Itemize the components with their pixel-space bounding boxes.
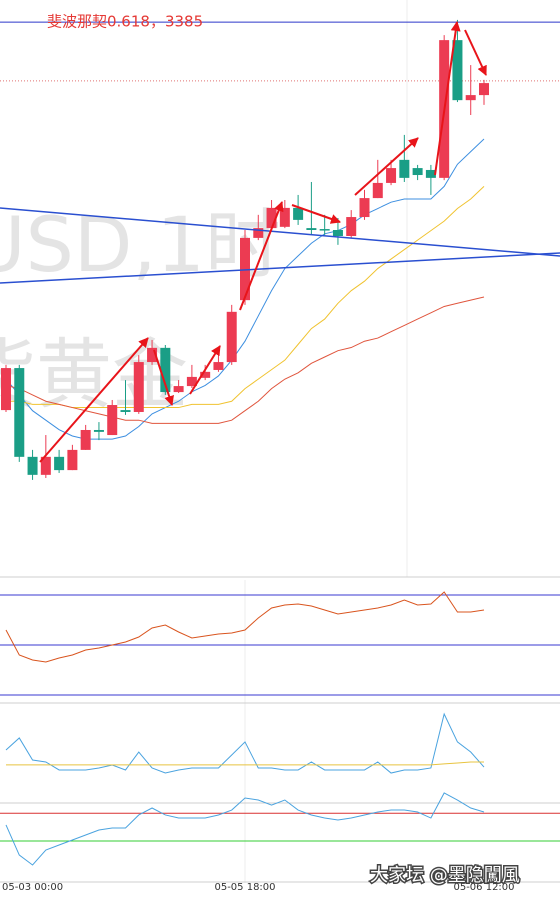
x-tick-label: 05-06 12:00 [453, 882, 514, 893]
watermark: USD,1时 [0, 200, 281, 289]
candle-body [213, 362, 224, 370]
candle-body [226, 311, 237, 363]
arrow [291, 204, 341, 224]
candle-body [93, 429, 104, 432]
candle-body [372, 182, 383, 199]
candle-body [279, 207, 290, 227]
candle-body [80, 429, 91, 450]
candle-body [319, 229, 330, 231]
candle-body [266, 207, 277, 229]
candle-body [14, 368, 25, 457]
candle-body [133, 362, 144, 412]
candle-body [1, 368, 11, 411]
candle-body [306, 228, 317, 230]
candle-body [479, 83, 489, 96]
trend-lines [0, 207, 560, 284]
arrow [354, 137, 419, 196]
indicator-line [5, 792, 485, 866]
arrow [189, 345, 221, 395]
trend-line [0, 207, 560, 257]
candle-body [412, 168, 423, 176]
candle-body [107, 405, 118, 436]
candle-body [346, 217, 357, 237]
candle-body [54, 456, 65, 471]
candle-body [386, 168, 397, 183]
candle-body [452, 40, 463, 101]
indicator-line [5, 712, 485, 774]
moving-average [6, 186, 485, 409]
arrow [464, 29, 487, 76]
candle-body [240, 237, 250, 301]
candle-body [27, 456, 38, 475]
candle-body [465, 95, 476, 101]
indicator-line [5, 591, 485, 663]
indicator-line [6, 761, 484, 766]
candle-body [399, 159, 410, 178]
arrow [39, 337, 149, 463]
candle-body [186, 376, 197, 387]
candle-body [40, 456, 51, 475]
arrow [153, 349, 174, 406]
candle-body [293, 207, 304, 220]
trend-line [0, 252, 560, 284]
candle-body [67, 449, 78, 471]
arrows [39, 21, 487, 463]
candle-body [160, 347, 171, 393]
candle-body [120, 410, 131, 412]
candle-body [425, 169, 436, 178]
x-tick-label: 05-05 18:00 [214, 882, 275, 893]
candle-body [332, 230, 343, 237]
arrow [239, 201, 284, 311]
candle-body [173, 386, 184, 393]
candle-body [359, 198, 370, 218]
candle-body [147, 347, 158, 363]
annotation: 斐波那契0.618，3385 [47, 13, 203, 31]
arrow [434, 21, 461, 176]
candle-body [200, 371, 211, 378]
credit: 大家坛 @墨隐闖風 [370, 865, 520, 886]
x-tick-label: 05-03 00:00 [2, 882, 63, 893]
candle-body [253, 228, 264, 238]
